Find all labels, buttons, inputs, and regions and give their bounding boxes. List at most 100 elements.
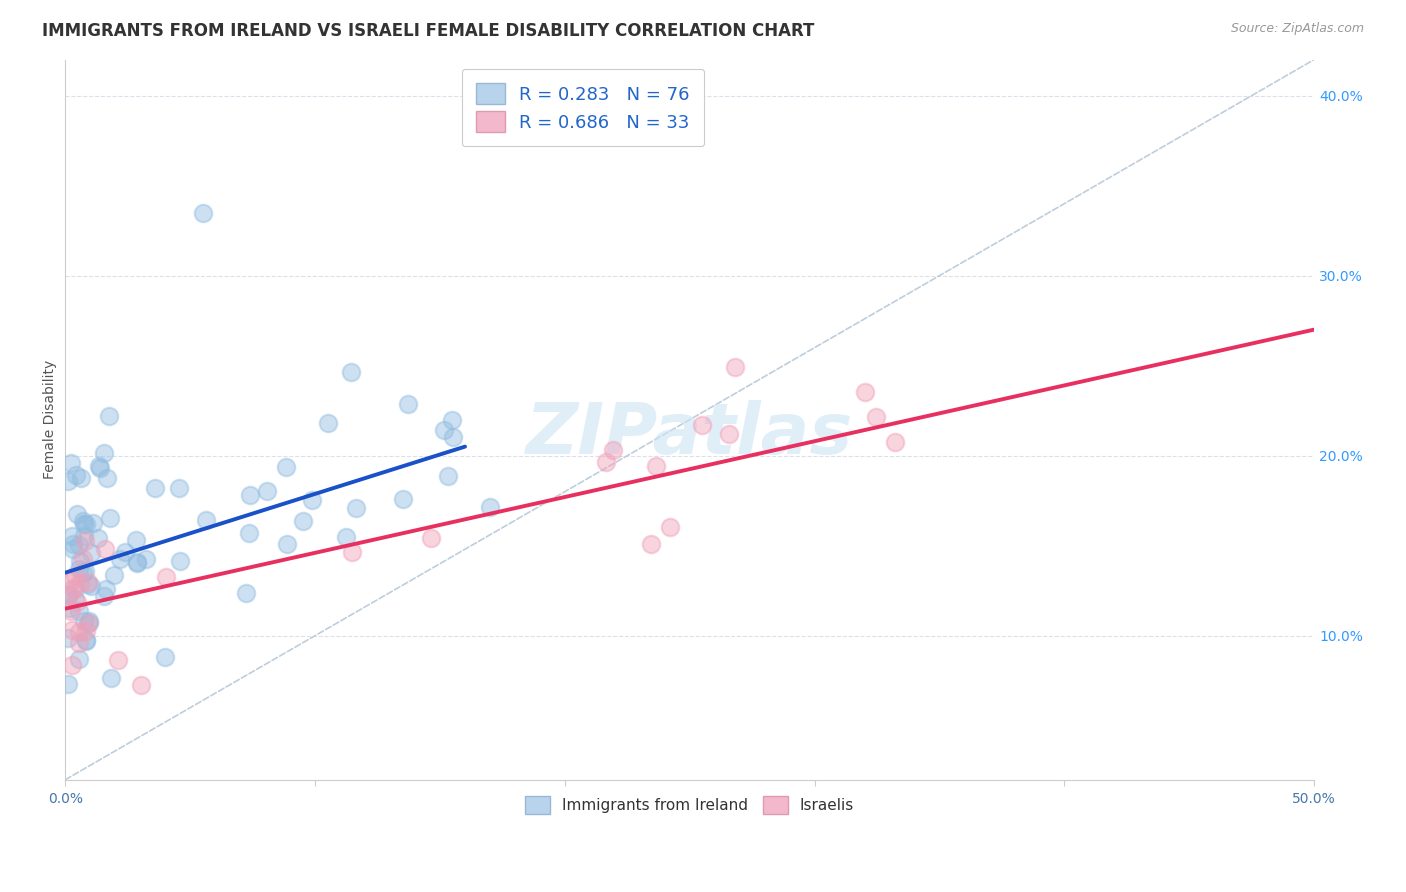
Point bbox=[433, 423, 456, 437]
Point bbox=[86, 531, 108, 545]
Point bbox=[93, 590, 115, 604]
Point bbox=[98, 409, 121, 424]
Point bbox=[62, 582, 84, 596]
Point bbox=[75, 516, 97, 531]
Point bbox=[853, 385, 876, 400]
Point bbox=[60, 604, 83, 618]
Point bbox=[239, 488, 262, 502]
Point bbox=[335, 530, 357, 544]
Point bbox=[94, 541, 117, 556]
Point bbox=[884, 434, 907, 449]
Point bbox=[56, 588, 79, 602]
Point bbox=[316, 417, 339, 431]
Point bbox=[72, 566, 94, 581]
Point bbox=[103, 568, 125, 582]
Point bbox=[76, 577, 98, 591]
Point bbox=[80, 579, 103, 593]
Point bbox=[127, 555, 149, 569]
Point bbox=[441, 430, 464, 444]
Point bbox=[235, 586, 257, 600]
Point bbox=[70, 471, 93, 485]
Point bbox=[56, 677, 79, 691]
Point bbox=[67, 538, 90, 552]
Point bbox=[107, 653, 129, 667]
Y-axis label: Female Disability: Female Disability bbox=[44, 360, 58, 479]
Point bbox=[440, 413, 463, 427]
Point bbox=[129, 677, 152, 691]
Point bbox=[93, 446, 115, 460]
Point bbox=[67, 562, 90, 576]
Point bbox=[645, 458, 668, 473]
Point bbox=[60, 624, 83, 638]
Point bbox=[59, 601, 82, 615]
Point bbox=[72, 514, 94, 528]
Point bbox=[73, 564, 96, 578]
Point bbox=[98, 511, 121, 525]
Point bbox=[291, 514, 314, 528]
Point bbox=[75, 634, 97, 648]
Point bbox=[66, 508, 89, 522]
Point bbox=[73, 529, 96, 543]
Point bbox=[276, 460, 298, 475]
Text: ZIPatlas: ZIPatlas bbox=[526, 400, 853, 468]
Point bbox=[77, 615, 100, 630]
Point bbox=[60, 658, 83, 673]
Point bbox=[94, 582, 117, 596]
Point bbox=[640, 537, 662, 551]
Point bbox=[63, 592, 86, 607]
Point bbox=[437, 469, 460, 483]
Point bbox=[76, 574, 98, 589]
Point bbox=[87, 458, 110, 473]
Point bbox=[155, 649, 177, 664]
Point bbox=[75, 633, 97, 648]
Point bbox=[396, 397, 419, 411]
Point bbox=[62, 537, 84, 551]
Point bbox=[67, 636, 90, 650]
Point bbox=[75, 624, 97, 639]
Point bbox=[595, 455, 617, 469]
Point bbox=[340, 365, 363, 379]
Point bbox=[602, 442, 624, 457]
Point bbox=[59, 574, 82, 588]
Point bbox=[72, 615, 94, 629]
Point bbox=[60, 456, 83, 470]
Point bbox=[479, 500, 502, 514]
Point bbox=[135, 552, 157, 566]
Point bbox=[238, 526, 260, 541]
Point bbox=[344, 500, 367, 515]
Point bbox=[96, 471, 118, 485]
Point bbox=[256, 484, 278, 499]
Point bbox=[658, 520, 681, 534]
Point bbox=[56, 631, 79, 645]
Point bbox=[80, 546, 103, 560]
Point bbox=[72, 552, 94, 566]
Point bbox=[724, 360, 747, 375]
Point bbox=[276, 536, 298, 550]
Point bbox=[89, 460, 111, 475]
Text: Source: ZipAtlas.com: Source: ZipAtlas.com bbox=[1230, 22, 1364, 36]
Point bbox=[67, 604, 90, 618]
Point bbox=[191, 205, 214, 219]
Text: IMMIGRANTS FROM IRELAND VS ISRAELI FEMALE DISABILITY CORRELATION CHART: IMMIGRANTS FROM IRELAND VS ISRAELI FEMAL… bbox=[42, 22, 814, 40]
Point bbox=[58, 589, 80, 603]
Point bbox=[167, 481, 190, 495]
Point bbox=[69, 576, 91, 591]
Point bbox=[77, 615, 100, 629]
Point bbox=[195, 513, 218, 527]
Point bbox=[127, 556, 149, 570]
Point bbox=[69, 554, 91, 568]
Point bbox=[143, 481, 166, 495]
Point bbox=[391, 492, 413, 507]
Point bbox=[108, 552, 131, 566]
Legend: Immigrants from Ireland, Israelis: Immigrants from Ireland, Israelis bbox=[513, 784, 866, 826]
Point bbox=[690, 417, 713, 432]
Point bbox=[75, 533, 97, 548]
Point bbox=[301, 492, 323, 507]
Point bbox=[60, 529, 83, 543]
Point bbox=[73, 517, 96, 532]
Point bbox=[82, 516, 104, 530]
Point bbox=[79, 616, 101, 631]
Point bbox=[65, 467, 87, 482]
Point bbox=[865, 410, 887, 425]
Point bbox=[718, 426, 741, 441]
